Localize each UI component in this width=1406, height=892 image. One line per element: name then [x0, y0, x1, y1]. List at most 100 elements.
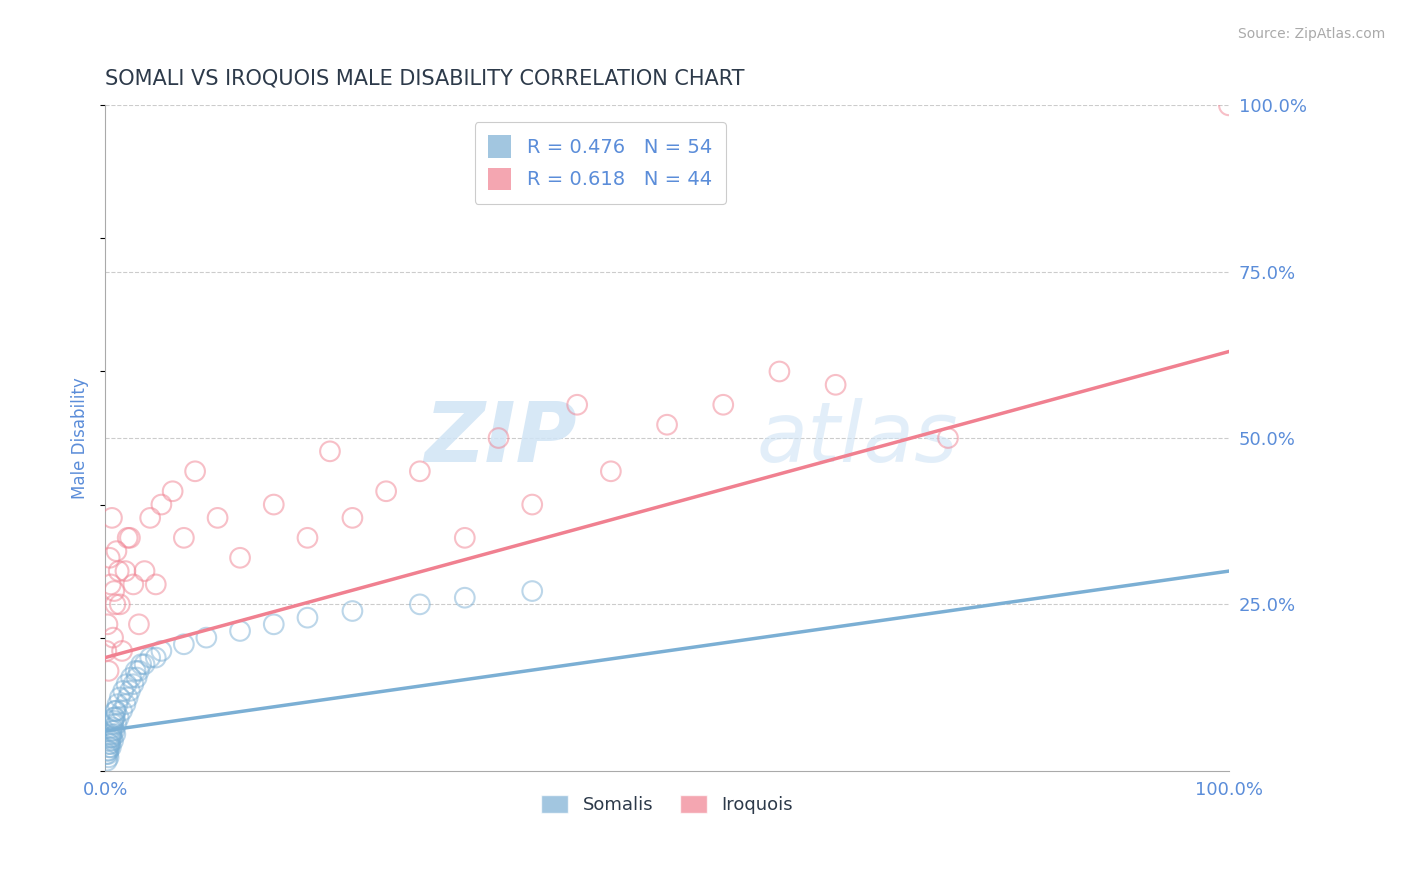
Point: [97, 744, 120, 758]
Point: [409, 464, 432, 478]
Point: [97, 750, 120, 764]
Point: [100, 577, 122, 591]
Point: [96, 747, 118, 761]
Point: [229, 624, 252, 638]
Point: [125, 671, 148, 685]
Point: [1218, 98, 1240, 112]
Point: [103, 710, 125, 724]
Point: [229, 550, 252, 565]
Point: [101, 733, 124, 747]
Point: [117, 531, 139, 545]
Point: [98, 737, 121, 751]
Point: [263, 617, 285, 632]
Point: [105, 544, 128, 558]
Point: [122, 677, 145, 691]
Point: [162, 484, 184, 499]
Point: [375, 484, 398, 499]
Point: [101, 511, 124, 525]
Text: Source: ZipAtlas.com: Source: ZipAtlas.com: [1237, 27, 1385, 41]
Point: [145, 650, 167, 665]
Point: [98, 737, 121, 751]
Point: [100, 731, 122, 745]
Point: [454, 591, 477, 605]
Point: [104, 704, 127, 718]
Point: [342, 604, 364, 618]
Point: [111, 704, 134, 718]
Point: [104, 710, 127, 724]
Point: [122, 577, 145, 591]
Point: [936, 431, 959, 445]
Point: [599, 464, 621, 478]
Point: [98, 733, 121, 747]
Point: [101, 717, 124, 731]
Point: [100, 740, 122, 755]
Point: [115, 677, 138, 691]
Text: SOMALI VS IROQUOIS MALE DISABILITY CORRELATION CHART: SOMALI VS IROQUOIS MALE DISABILITY CORRE…: [105, 69, 745, 88]
Point: [107, 564, 129, 578]
Point: [139, 511, 162, 525]
Point: [111, 644, 134, 658]
Point: [96, 744, 118, 758]
Point: [297, 610, 319, 624]
Point: [150, 644, 173, 658]
Point: [108, 690, 131, 705]
Point: [98, 550, 121, 565]
Point: [101, 731, 124, 745]
Point: [129, 657, 152, 672]
Point: [103, 714, 125, 728]
Point: [103, 723, 125, 738]
Text: ZIP: ZIP: [425, 398, 578, 478]
Text: atlas: atlas: [756, 398, 959, 478]
Point: [207, 511, 229, 525]
Point: [173, 637, 195, 651]
Point: [319, 444, 342, 458]
Point: [409, 598, 432, 612]
Point: [117, 690, 139, 705]
Point: [103, 584, 125, 599]
Point: [104, 727, 127, 741]
Point: [768, 364, 790, 378]
Point: [104, 704, 127, 718]
Point: [118, 683, 141, 698]
Point: [101, 721, 124, 735]
Point: [98, 740, 121, 755]
Point: [124, 664, 146, 678]
Point: [824, 377, 846, 392]
Point: [522, 584, 544, 599]
Point: [107, 710, 129, 724]
Point: [120, 671, 142, 685]
Point: [101, 631, 124, 645]
Point: [145, 577, 167, 591]
Point: [150, 498, 173, 512]
Point: [128, 664, 150, 678]
Point: [263, 498, 285, 512]
Point: [96, 617, 118, 632]
Point: [134, 564, 156, 578]
Point: [114, 697, 136, 711]
Point: [118, 531, 141, 545]
Point: [104, 598, 127, 612]
Point: [342, 511, 364, 525]
Point: [454, 531, 477, 545]
Point: [114, 564, 136, 578]
Point: [139, 650, 162, 665]
Point: [101, 723, 124, 738]
Point: [134, 657, 156, 672]
Y-axis label: Male Disability: Male Disability: [72, 377, 89, 499]
Point: [112, 683, 135, 698]
Point: [96, 644, 118, 658]
Point: [128, 617, 150, 632]
Point: [297, 531, 319, 545]
Point: [522, 498, 544, 512]
Point: [97, 747, 120, 761]
Point: [100, 727, 122, 741]
Point: [107, 697, 129, 711]
Point: [97, 664, 120, 678]
Point: [567, 398, 589, 412]
Legend: Somalis, Iroquois: Somalis, Iroquois: [534, 788, 800, 822]
Point: [488, 431, 510, 445]
Point: [108, 598, 131, 612]
Point: [105, 717, 128, 731]
Point: [173, 531, 195, 545]
Point: [195, 631, 218, 645]
